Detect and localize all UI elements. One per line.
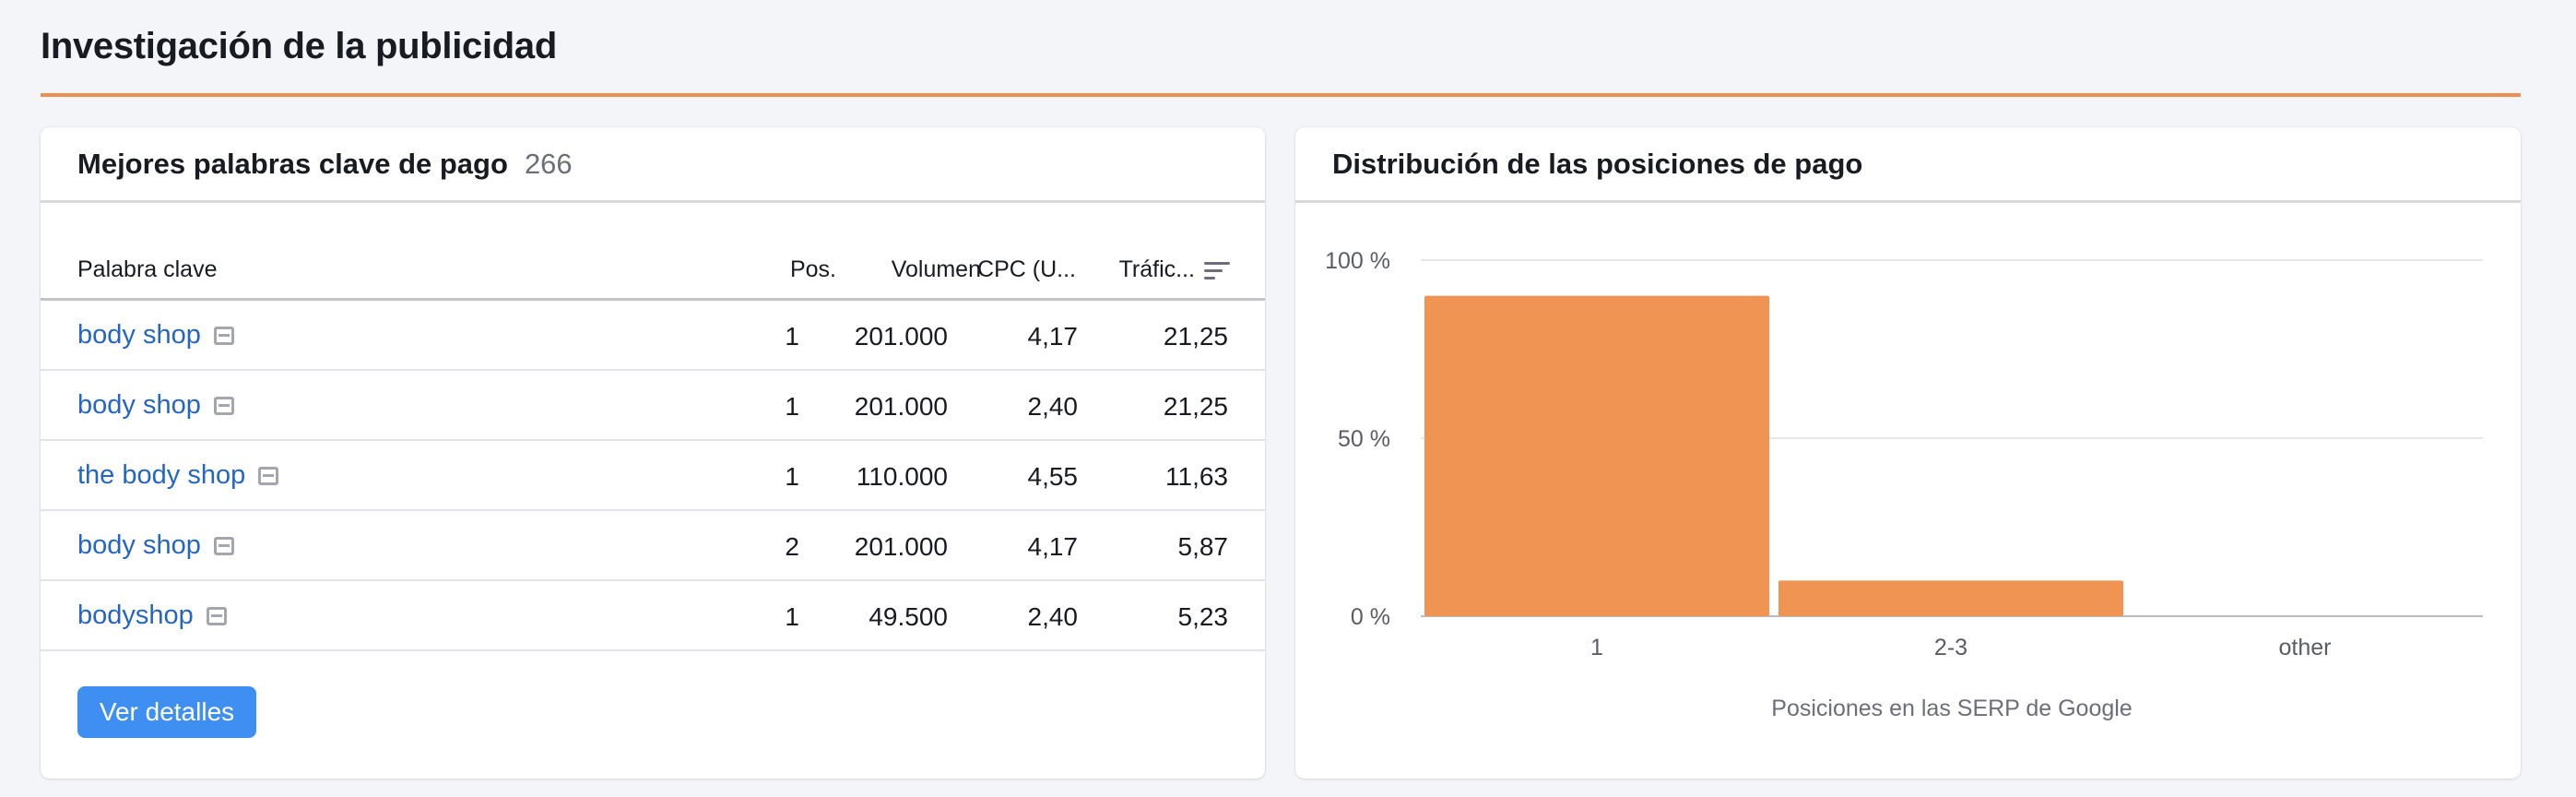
sort-descending-icon[interactable] [1204, 262, 1230, 280]
keyword-cell: body shop [77, 390, 234, 421]
keyword-link[interactable]: bodyshop [77, 601, 194, 630]
serp-features-icon[interactable] [206, 606, 227, 625]
position-cell: 1 [785, 462, 799, 491]
serp-features-icon[interactable] [213, 396, 234, 415]
traffic-cell: 5,23 [1177, 602, 1229, 631]
column-cpc[interactable]: CPC (U... [977, 256, 1076, 282]
keyword-link[interactable]: the body shop [77, 460, 246, 490]
cpc-cell: 2,40 [1027, 392, 1079, 421]
traffic-cell: 11,63 [1165, 462, 1228, 491]
top-paid-keywords-card: Mejores palabras clave de pago 266 Palab… [41, 127, 1265, 779]
x-tick-label: 2-3 [1934, 635, 1967, 660]
serp-features-icon[interactable] [213, 536, 234, 555]
table-row: body shop 1 201.000 4,17 21,25 [41, 301, 1265, 371]
volume-cell: 201.000 [854, 322, 948, 351]
position-distribution-chart: 0 % 50 % 100 % 1 2-3 other Posiciones en las S… [1325, 248, 2483, 721]
traffic-cell: 21,25 [1163, 392, 1228, 421]
card-header: Distribución de las posiciones de pago [1295, 127, 2521, 203]
x-tick-label: 1 [1590, 635, 1603, 660]
view-details-button[interactable]: Ver detalles [77, 686, 256, 738]
column-position[interactable]: Pos. [789, 256, 836, 282]
table-row: body shop 1 201.000 2,40 21,25 [41, 371, 1265, 441]
volume-cell: 201.000 [854, 532, 948, 561]
paid-position-distribution-card: Distribución de las posiciones de pago 0… [1295, 127, 2521, 779]
volume-cell: 201.000 [854, 392, 948, 421]
cpc-cell: 4,55 [1027, 462, 1079, 491]
column-traffic[interactable]: Tráfic... [1118, 256, 1195, 282]
serp-features-icon[interactable] [258, 466, 279, 485]
table-header: Palabra clave Pos. Volumen CPC (U... Trá… [41, 203, 1265, 301]
table-row: the body shop 1 110.000 4,55 11,63 [41, 441, 1265, 511]
bar[interactable] [1424, 295, 1769, 616]
y-tick-label: 100 % [1325, 248, 1390, 274]
card-title: Distribución de las posiciones de pago [1332, 147, 1863, 180]
keyword-cell: bodyshop [77, 601, 227, 631]
keyword-cell: the body shop [77, 460, 279, 491]
keyword-cell: body shop [77, 320, 234, 351]
keyword-link[interactable]: body shop [77, 320, 201, 350]
position-cell: 1 [785, 392, 799, 421]
traffic-cell: 5,87 [1177, 532, 1229, 561]
keyword-cell: body shop [77, 530, 234, 561]
table-row: bodyshop 1 49.500 2,40 5,23 [41, 581, 1265, 651]
y-tick-label: 0 % [1351, 604, 1390, 630]
cpc-cell: 2,40 [1027, 602, 1079, 631]
volume-cell: 110.000 [856, 462, 948, 491]
keyword-link[interactable]: body shop [77, 530, 201, 560]
y-tick-label: 50 % [1338, 426, 1390, 452]
volume-cell: 49.500 [869, 602, 948, 631]
position-cell: 2 [785, 532, 799, 561]
keyword-count: 266 [524, 147, 573, 180]
serp-features-icon[interactable] [213, 326, 234, 345]
cpc-cell: 4,17 [1027, 532, 1079, 561]
table-row: body shop 2 201.000 4,17 5,87 [41, 511, 1265, 581]
section-title: Investigación de la publicidad [41, 26, 558, 66]
position-cell: 1 [785, 322, 799, 351]
x-axis-label: Posiciones en las SERP de Google [1771, 696, 2132, 721]
card-title: Mejores palabras clave de pago [77, 147, 508, 180]
section-divider [41, 93, 2521, 97]
column-keyword[interactable]: Palabra clave [77, 256, 218, 282]
traffic-cell: 21,25 [1163, 322, 1228, 351]
cpc-cell: 4,17 [1027, 322, 1079, 351]
position-cell: 1 [785, 602, 799, 631]
column-volume[interactable]: Volumen [891, 256, 981, 282]
keywords-table: Palabra clave Pos. Volumen CPC (U... Trá… [41, 203, 1265, 651]
bar[interactable] [1778, 580, 2123, 616]
x-tick-label: other [2279, 635, 2332, 660]
card-header: Mejores palabras clave de pago 266 [41, 127, 1265, 203]
keyword-link[interactable]: body shop [77, 390, 201, 420]
